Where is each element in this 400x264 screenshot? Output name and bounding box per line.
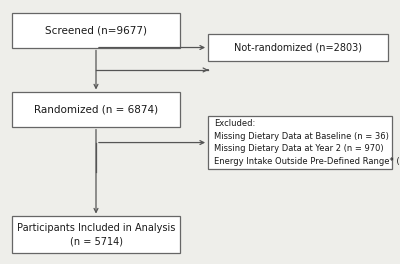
Text: Randomized (n = 6874): Randomized (n = 6874) <box>34 105 158 115</box>
Text: Excluded:
Missing Dietary Data at Baseline (n = 36)
Missing Dietary Data at Year: Excluded: Missing Dietary Data at Baseli… <box>214 119 400 166</box>
Text: Participants Included in Analysis
(n = 5714): Participants Included in Analysis (n = 5… <box>17 223 175 247</box>
FancyBboxPatch shape <box>12 92 180 127</box>
Text: Not-randomized (n=2803): Not-randomized (n=2803) <box>234 43 362 53</box>
Text: Screened (n=9677): Screened (n=9677) <box>45 25 147 35</box>
FancyBboxPatch shape <box>12 216 180 253</box>
FancyBboxPatch shape <box>208 116 392 169</box>
FancyBboxPatch shape <box>12 13 180 48</box>
FancyBboxPatch shape <box>208 34 388 61</box>
